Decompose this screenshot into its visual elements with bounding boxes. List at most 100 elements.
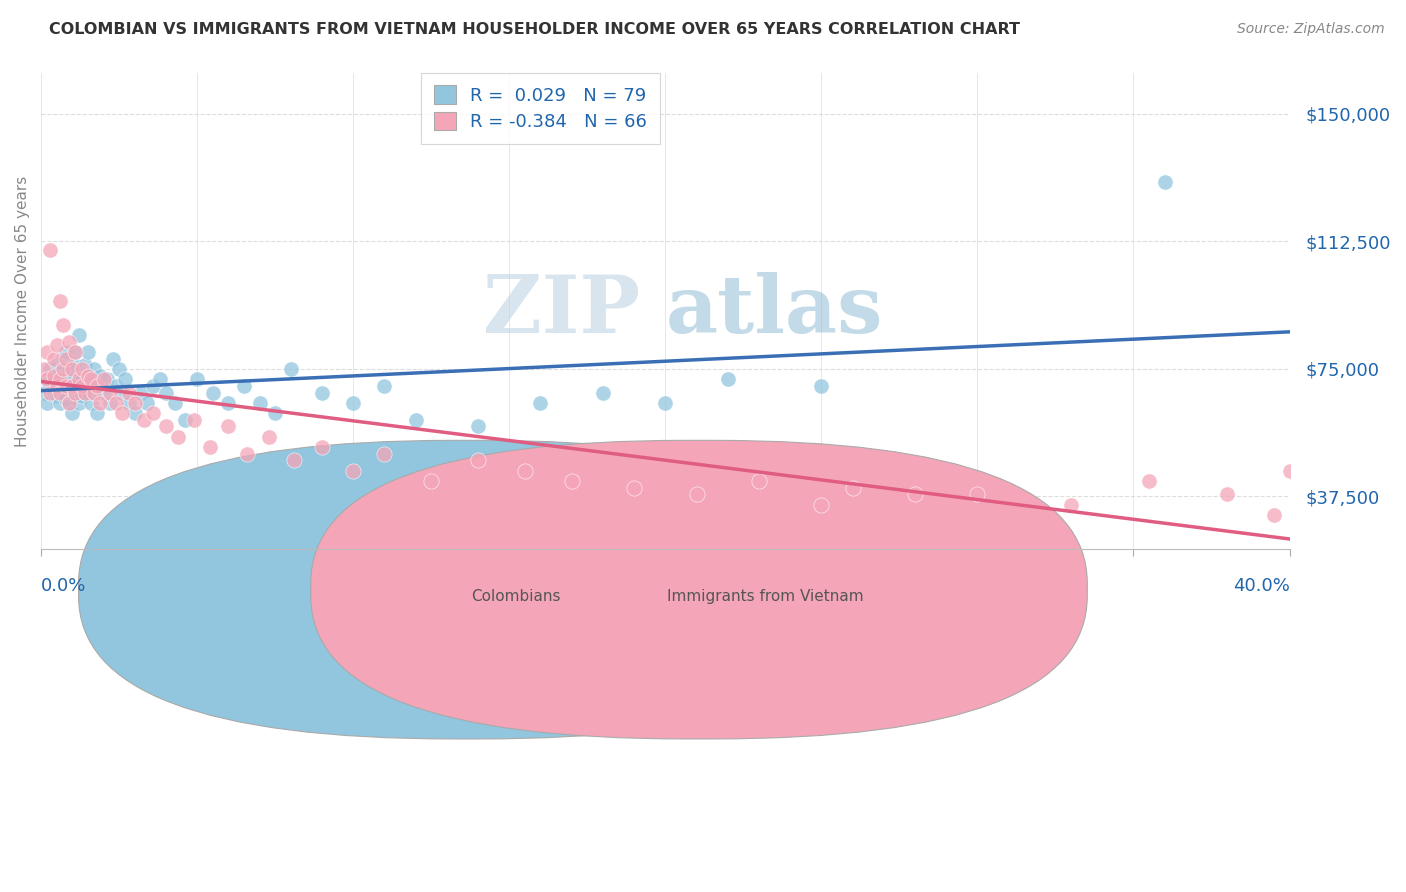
Text: Immigrants from Vietnam: Immigrants from Vietnam (666, 589, 863, 604)
Point (93, 385, 115, 400)
Point (83, 385, 105, 400)
Point (58, 334, 80, 349)
Point (561, 474, 583, 488)
Point (65, 378, 87, 392)
Point (42, 351, 65, 366)
Point (167, 430, 190, 444)
Point (65, 359, 87, 373)
Point (311, 440, 333, 454)
Point (52, 318, 75, 332)
Point (67, 372, 90, 386)
Point (149, 372, 172, 386)
Point (45, 338, 67, 352)
Point (966, 487, 988, 501)
Point (77, 344, 100, 359)
Point (841, 481, 863, 495)
Text: ZIP: ZIP (484, 272, 640, 350)
Point (80, 372, 103, 386)
Point (136, 395, 159, 409)
Point (39, 378, 62, 392)
Point (49, 365, 72, 379)
Point (55, 344, 77, 359)
Point (111, 385, 134, 400)
Point (467, 419, 489, 434)
Point (49, 372, 72, 386)
Point (654, 395, 676, 409)
Point (73, 385, 96, 400)
Point (86, 378, 108, 392)
Point (32, 385, 55, 400)
Point (685, 487, 707, 501)
Point (77, 368, 100, 383)
Point (52, 351, 75, 366)
Point (114, 372, 136, 386)
Point (105, 395, 128, 409)
Point (86, 378, 108, 392)
Point (810, 498, 832, 512)
Point (1153, 175, 1175, 189)
Point (55, 372, 77, 386)
Point (1060, 498, 1083, 512)
Point (65, 344, 87, 359)
Point (60, 361, 83, 376)
Point (39, 385, 62, 400)
Point (60, 385, 83, 400)
Point (198, 440, 221, 454)
Text: 40.0%: 40.0% (1233, 577, 1289, 595)
Text: 0.0%: 0.0% (41, 577, 87, 595)
FancyBboxPatch shape (311, 441, 1087, 739)
Point (49, 395, 72, 409)
Point (124, 406, 146, 420)
Point (420, 474, 443, 488)
Point (217, 395, 239, 409)
Point (67, 376, 90, 390)
Point (98, 385, 121, 400)
Point (60, 406, 83, 420)
Point (405, 412, 427, 426)
Point (592, 385, 614, 400)
Text: atlas: atlas (665, 272, 883, 350)
Point (80, 395, 103, 409)
Point (117, 385, 139, 400)
Point (70, 378, 93, 392)
Point (58, 378, 80, 392)
Point (1263, 508, 1285, 522)
Point (111, 406, 134, 420)
Point (717, 372, 740, 386)
Point (52, 368, 75, 383)
Point (67, 327, 90, 342)
Point (623, 481, 645, 495)
Point (183, 412, 205, 426)
FancyBboxPatch shape (79, 441, 855, 739)
Point (58, 395, 80, 409)
Point (39, 243, 62, 257)
Point (165, 395, 187, 409)
Point (80, 372, 103, 386)
Point (89, 368, 111, 383)
Point (42, 368, 65, 383)
Point (65, 344, 87, 359)
Point (49, 382, 72, 396)
Point (49, 293, 72, 308)
Point (45, 376, 67, 390)
Point (117, 395, 139, 409)
Point (529, 395, 551, 409)
Point (155, 385, 177, 400)
Point (342, 464, 364, 478)
Point (132, 412, 155, 426)
Point (77, 378, 100, 392)
Point (373, 378, 395, 392)
Legend: R =  0.029   N = 79, R = -0.384   N = 66: R = 0.029 N = 79, R = -0.384 N = 66 (422, 73, 659, 144)
Point (37, 372, 59, 386)
Point (89, 395, 111, 409)
Point (45, 359, 67, 373)
Point (1278, 464, 1301, 478)
Point (42, 368, 65, 383)
Point (155, 419, 177, 434)
Point (311, 385, 333, 400)
Y-axis label: Householder Income Over 65 years: Householder Income Over 65 years (15, 176, 30, 447)
Point (1137, 474, 1160, 488)
Point (98, 395, 121, 409)
Point (70, 389, 93, 403)
Point (58, 361, 80, 376)
